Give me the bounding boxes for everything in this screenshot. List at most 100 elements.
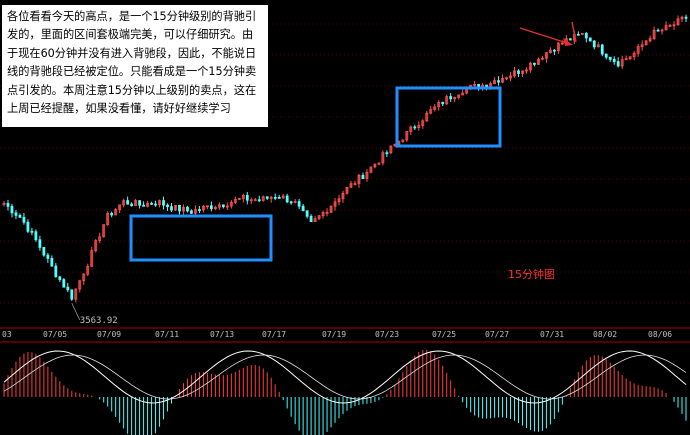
candle [42, 247, 46, 257]
candle [600, 43, 604, 57]
candle [233, 196, 237, 205]
candle-body [337, 198, 341, 203]
candle-body [644, 40, 648, 46]
candle-body [429, 109, 433, 114]
candle [616, 57, 620, 68]
candle [652, 26, 656, 41]
candle [365, 169, 369, 182]
candle-body [317, 215, 321, 220]
candle [517, 69, 520, 78]
candle [46, 253, 50, 263]
candle-body [441, 101, 445, 105]
candle-body [385, 152, 389, 155]
candle-body [345, 187, 349, 194]
candle [337, 194, 341, 206]
low-price-leader [71, 303, 81, 321]
x-tick-label: 07/17 [262, 330, 286, 339]
candle-body [82, 273, 86, 282]
candle-body [30, 230, 34, 233]
candle-body [381, 152, 385, 164]
macd-dif-line [3, 350, 687, 404]
candle [289, 200, 293, 205]
candle-body [237, 198, 241, 200]
candle-body [541, 57, 544, 60]
x-tick-label: 07/05 [43, 330, 67, 339]
candle [30, 227, 34, 236]
candle-body [325, 212, 329, 214]
candlestick-series [2, 14, 688, 303]
candle [253, 197, 257, 202]
candle [313, 215, 317, 223]
candle [461, 89, 465, 96]
candle-body [186, 206, 189, 212]
candle [660, 28, 664, 35]
candle [134, 198, 138, 207]
candle [529, 61, 532, 73]
candle-body [309, 215, 313, 223]
arrow-head [563, 38, 573, 46]
candle [54, 263, 58, 278]
candle [580, 32, 584, 36]
candle [206, 205, 209, 210]
candle-body [313, 218, 317, 223]
candle [648, 35, 652, 43]
candle-body [437, 101, 441, 108]
candle-body [616, 61, 620, 67]
candle [672, 21, 676, 30]
candle [22, 212, 26, 225]
candle [317, 215, 321, 221]
candle [182, 204, 185, 216]
candle-body [461, 92, 465, 96]
candle-body [549, 49, 552, 53]
candle [545, 52, 548, 63]
candle-body [94, 240, 98, 252]
candle [509, 71, 512, 82]
candle-body [369, 166, 373, 173]
candle [146, 200, 149, 208]
candle-body [50, 257, 54, 267]
candle [14, 210, 18, 220]
candle [86, 263, 90, 277]
candle [110, 211, 114, 218]
candle [433, 104, 437, 112]
candle [549, 47, 552, 54]
candle [130, 202, 134, 207]
candle-body [241, 194, 245, 199]
candle [106, 211, 110, 226]
candle [257, 195, 261, 203]
candle-body [6, 203, 10, 207]
candle-body [341, 192, 345, 200]
candle [405, 130, 409, 142]
x-tick-label: 07/13 [210, 330, 234, 339]
candle-body [592, 40, 596, 48]
candle-body [138, 200, 141, 206]
candle-body [289, 201, 293, 204]
candle [668, 24, 672, 28]
candle [644, 39, 648, 46]
x-tick-label: 07/19 [322, 330, 346, 339]
candle-body [353, 183, 357, 186]
candle-body [652, 29, 656, 39]
candle-body [588, 37, 592, 42]
candle [237, 198, 241, 200]
candle [166, 203, 169, 211]
candle [74, 288, 78, 303]
candle [656, 28, 660, 32]
candle-body [174, 204, 177, 211]
candle [293, 198, 297, 204]
candle-body [576, 33, 580, 36]
candle [349, 180, 353, 188]
candle [501, 74, 504, 84]
candle-body [269, 196, 273, 199]
candle [377, 162, 381, 166]
candle [584, 32, 588, 43]
candle-body [525, 69, 528, 72]
candle [58, 275, 62, 282]
candle-body [134, 200, 138, 207]
candle [66, 282, 70, 293]
candle-body [213, 206, 217, 210]
candle-body [98, 236, 102, 241]
candle-body [648, 38, 652, 42]
candle-body [202, 205, 205, 211]
candle [373, 163, 377, 169]
